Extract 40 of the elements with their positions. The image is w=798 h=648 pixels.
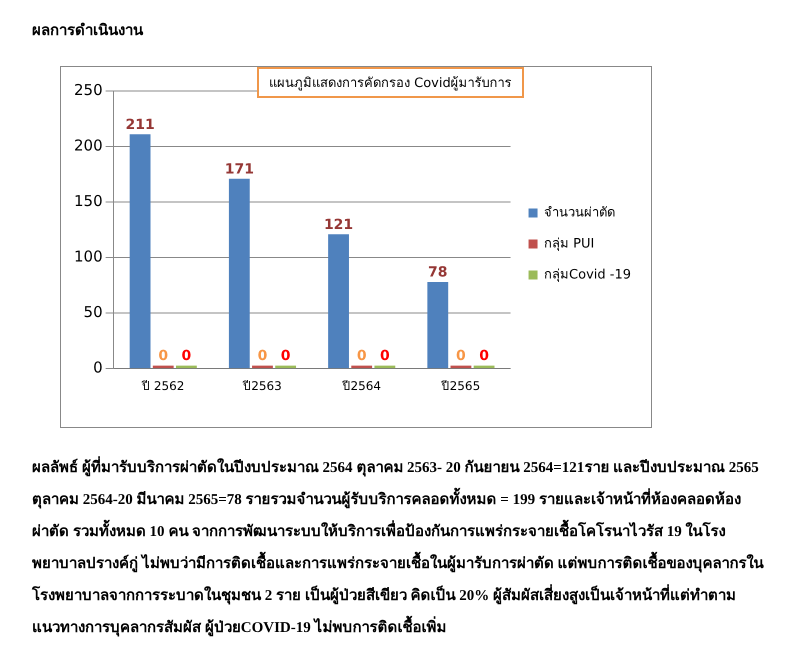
bar: [427, 282, 448, 368]
y-tick-label: 250: [74, 80, 103, 99]
data-label: 0: [182, 348, 192, 364]
chart-title: แผนภูมิแสดงการคัดกรอง Covidผู้มารับการ: [257, 67, 524, 98]
x-tick-label: ปี2563: [242, 378, 282, 393]
bar: [176, 366, 197, 368]
legend-label: จำนวนผ่าตัด: [544, 205, 616, 220]
x-tick-label: ปี2564: [341, 378, 381, 393]
data-label: 0: [456, 348, 466, 364]
bar: [351, 366, 372, 368]
y-tick-label: 100: [74, 247, 103, 266]
y-tick-label: 0: [93, 358, 103, 376]
y-tick-label: 150: [74, 192, 103, 210]
data-label: 211: [125, 116, 155, 133]
text: ผลการดำเนินงาน: [32, 22, 143, 41]
data-label: 0: [158, 348, 168, 364]
bar: [328, 234, 349, 368]
x-tick-label: ปี2565: [440, 378, 480, 393]
bar: [275, 366, 296, 368]
bar: [374, 366, 396, 368]
bar: [474, 366, 495, 368]
x-tick-label: ปี 2562: [141, 378, 184, 393]
data-label: 0: [479, 348, 490, 364]
data-label: 0: [380, 348, 390, 364]
data-label: 171: [224, 161, 254, 178]
y-tick-label: 50: [84, 302, 103, 321]
data-label: 78: [428, 264, 448, 281]
data-label: 0: [258, 348, 268, 364]
y-tick-label: 200: [74, 136, 103, 154]
data-label: 0: [356, 348, 367, 364]
bar: [252, 366, 273, 368]
legend-label: กลุ่มCovid -19: [544, 267, 631, 282]
bar: [130, 134, 151, 368]
bar: [228, 178, 250, 368]
legend-label: กลุ่ม PUI: [544, 236, 594, 252]
text: ผลลัพธ์ ผู้ที่มารับบริการผ่าตัดในปีงบประมาณ 2564 ตุลาคม 2563- 20 กันยายน 2564=121ราย และปีงบประมาณ 2565 ตุลาคม 2564-20 มีนาคม 2565=78 รายรวมจำนวนผู้รับบริการคลอดทั้งหมด = 199 รายและเจ้าหน้าที่ห้องคลอดห้องผ่าตัด รวมทั้งหมด 10 คน จากการพัฒนาระบบให้บริการเพื่อป้องกันการแพร่กระจายเชื้อโคโรนาไวรัส 19 ในโรงพยาบาลปรางค์กู่ ไม่พบว่ามีการติดเชื้อและการแพร่กระจายเชื้อในผู้มารับการผ่าตัด แต่พบการติดเชื้อของบุคลากรในโรงพยาบาลจากการระบาดในชุมชน 2 ราย เป็นผู้ป่วยสีเขียว คิดเป็น 20% ผู้สัมผัสเสี่ยงสูงเป็นเจ้าหน้าที่แต่ทำตามแนวทางการบุคลากรสัมผัส ผู้ป่วยCOVID-19 ไม่พบการติดเชื้อเพิ่ม: [32, 455, 765, 638]
data-label: 121: [324, 216, 354, 233]
data-label: 0: [280, 348, 291, 364]
bar: [152, 366, 174, 368]
bar: [450, 366, 472, 368]
